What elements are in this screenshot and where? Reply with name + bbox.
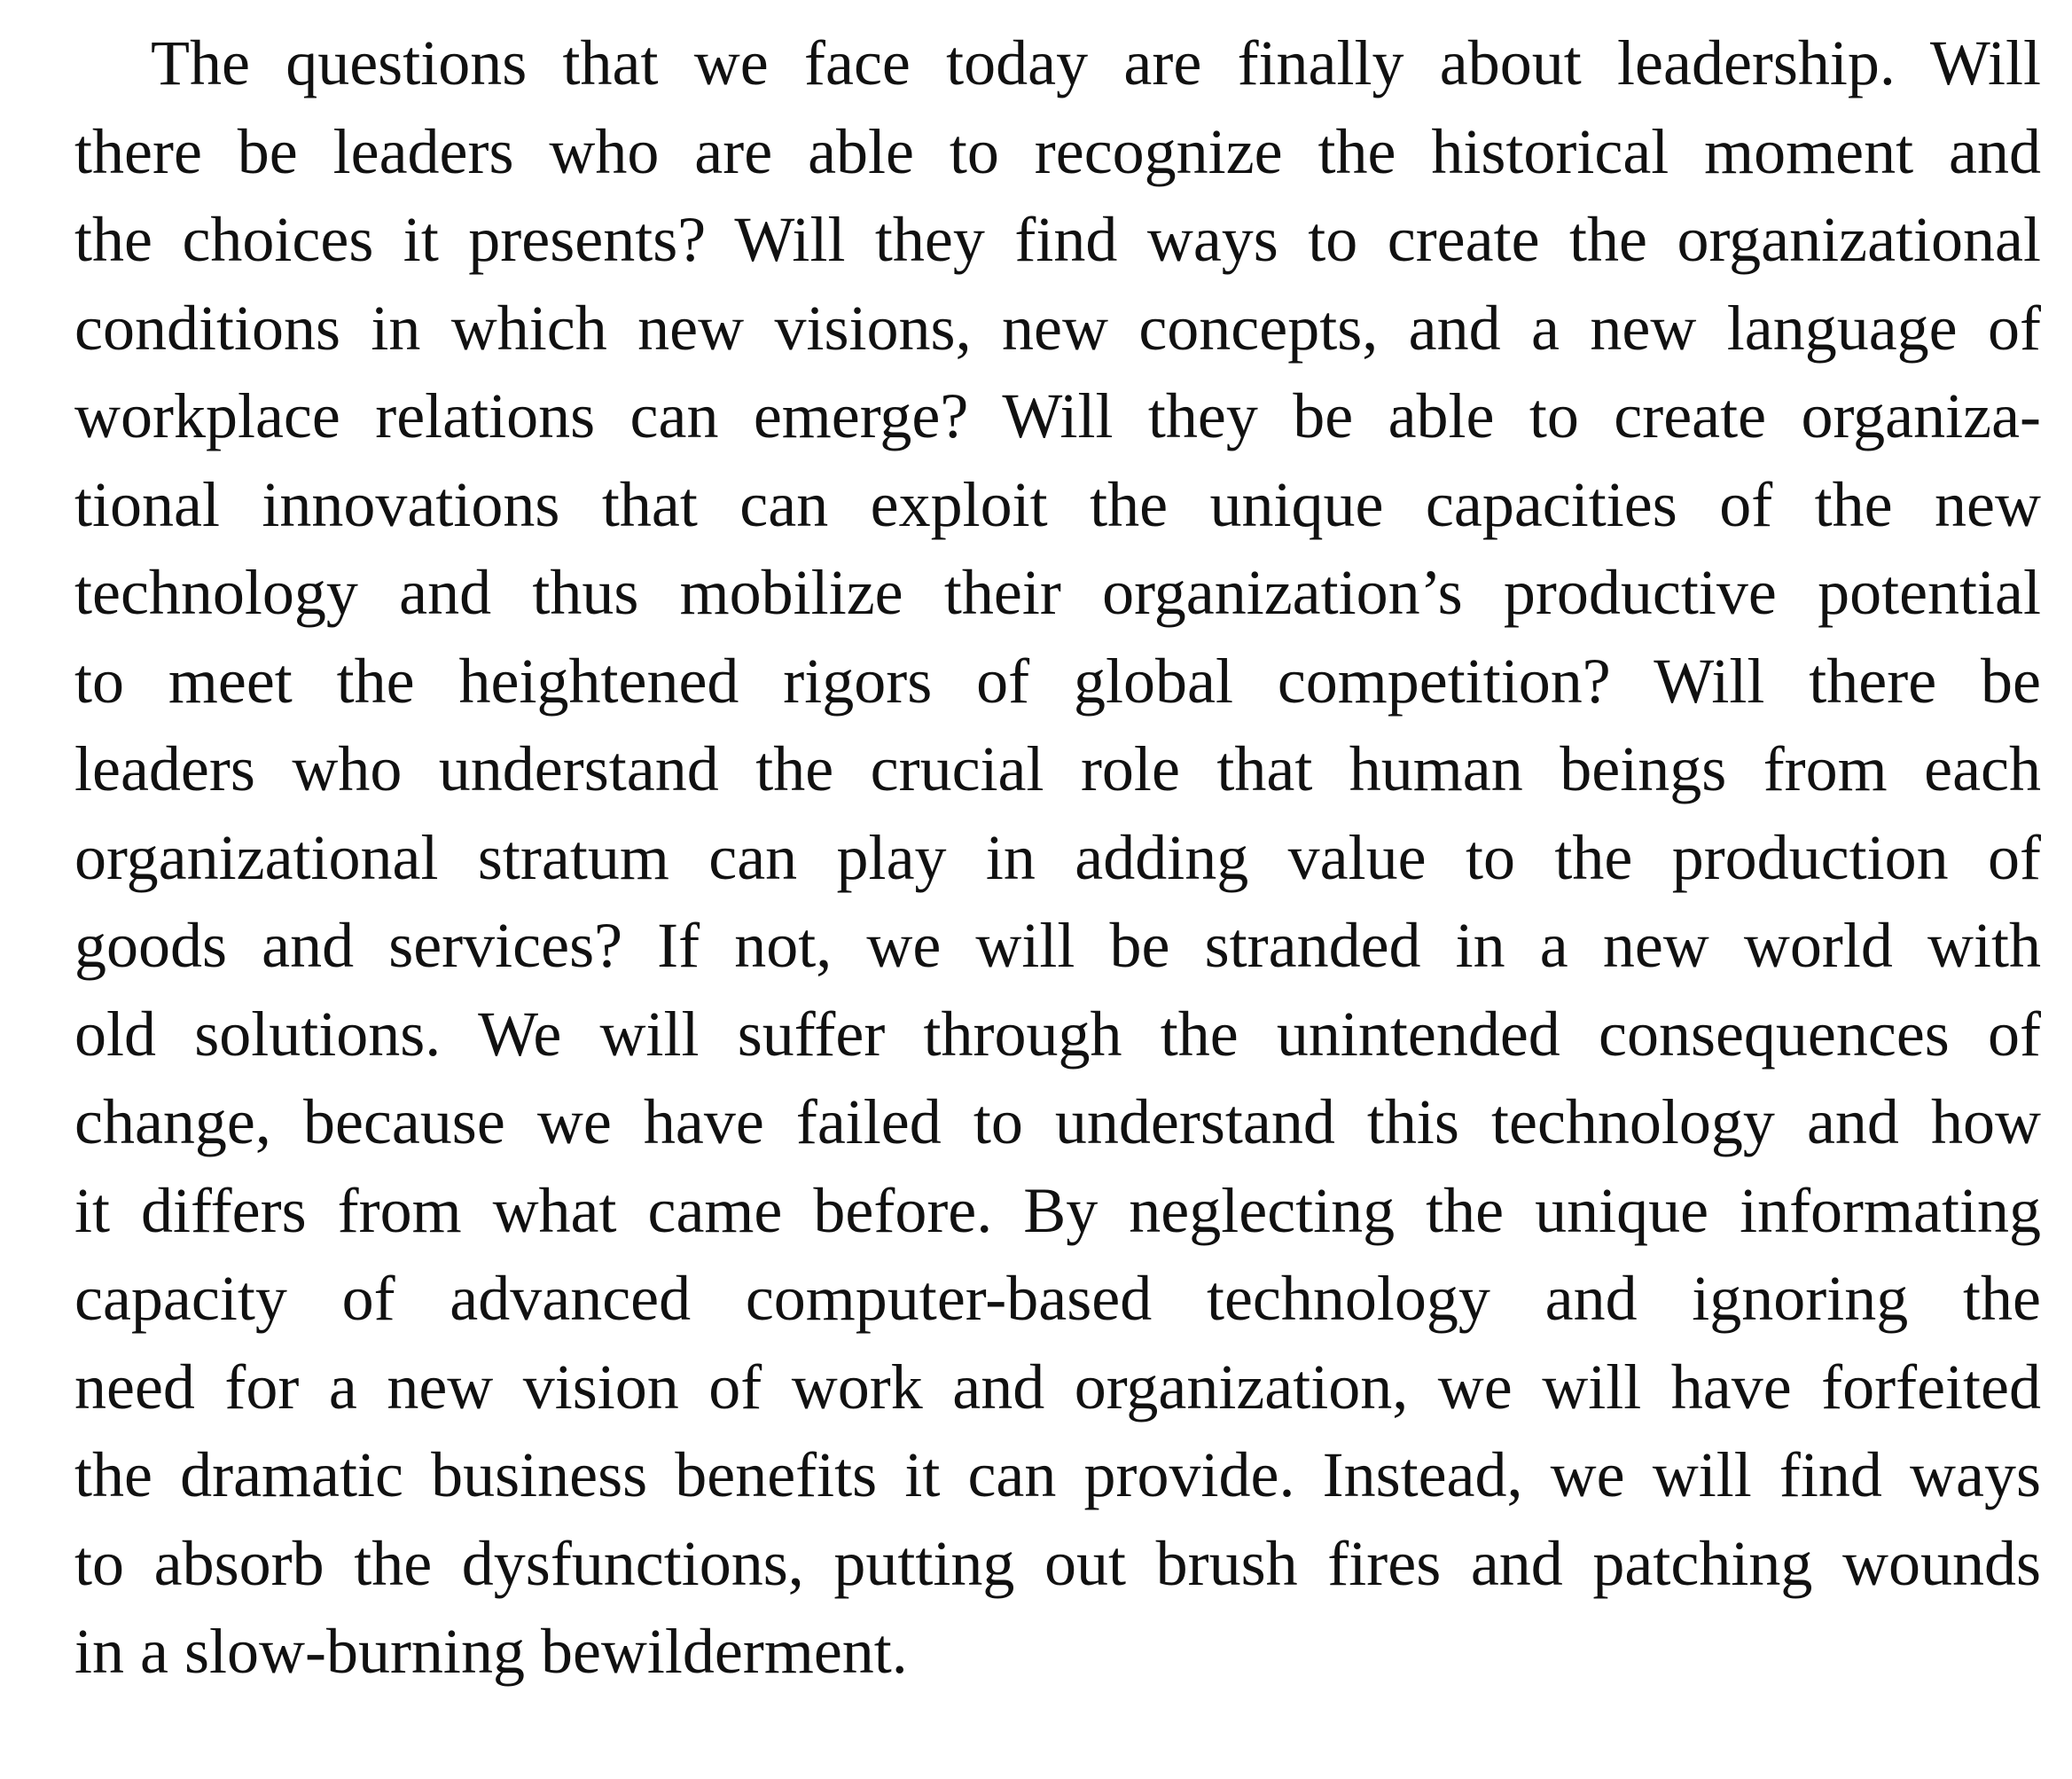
paragraph-line: goods and services? If not, we will be s… [74, 910, 2041, 981]
paragraph-line: the choices it presents? Will they find … [74, 204, 2041, 275]
paragraph-line: need for a new vision of work and organi… [74, 1351, 2041, 1422]
paragraph-line: technology and thus mobilize their organ… [74, 557, 2041, 628]
paragraph-line: workplace relations can emerge? Will the… [74, 380, 2041, 451]
paragraph-line: there be leaders who are able to recogni… [74, 115, 2041, 187]
paragraph-line: old solutions. We will suffer through th… [74, 998, 2041, 1070]
paragraph-line: conditions in which new visions, new con… [74, 292, 2041, 364]
paragraph-line: leaders who understand the crucial role … [74, 733, 2041, 804]
paragraph-line: organizational stratum can play in addin… [74, 821, 2041, 893]
paragraph-line: The questions that we face today are fin… [151, 27, 2041, 98]
paragraph-line: the dramatic business benefits it can pr… [74, 1439, 2041, 1510]
paragraph-line: in a slow-burning bewilderment. [74, 1616, 908, 1687]
paragraph-line: to absorb the dysfunctions, putting out … [74, 1527, 2041, 1599]
paragraph-line: change, because we have failed to unders… [74, 1086, 2041, 1157]
paragraph-line: capacity of advanced computer-based tech… [74, 1263, 2041, 1334]
paragraph-line: it differs from what came before. By neg… [74, 1174, 2041, 1246]
paragraph-line: to meet the heightened rigors of global … [74, 645, 2041, 717]
body-paragraph: The questions that we face today are fin… [74, 20, 2041, 1697]
paragraph-line: tional innovations that can exploit the … [74, 468, 2041, 540]
